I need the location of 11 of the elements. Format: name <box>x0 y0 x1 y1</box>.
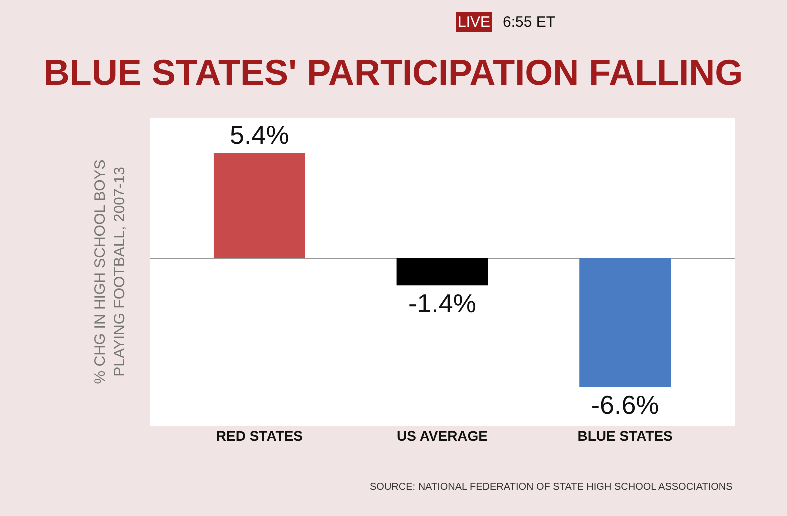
y-axis-title: % CHG IN HIGH SCHOOL BOYS PLAYING FOOTBALL, 2007-13 <box>92 160 128 384</box>
x-tick-label: BLUE STATES <box>578 428 673 444</box>
source-note: SOURCE: NATIONAL FEDERATION OF STATE HIGH SCHOOL ASSOCIATIONS <box>370 482 734 493</box>
x-tick-label: US AVERAGE <box>396 428 488 444</box>
text: 6:55 ET <box>503 14 556 31</box>
data-label: 5.4% <box>230 120 290 150</box>
text: LIVE <box>458 14 491 31</box>
chart-title: BLUE STATES' PARTICIPATION FALLING <box>44 52 744 93</box>
data-label: -6.6% <box>591 390 660 420</box>
x-tick-label: RED STATES <box>216 428 303 444</box>
data-label: -1.4% <box>408 288 476 319</box>
